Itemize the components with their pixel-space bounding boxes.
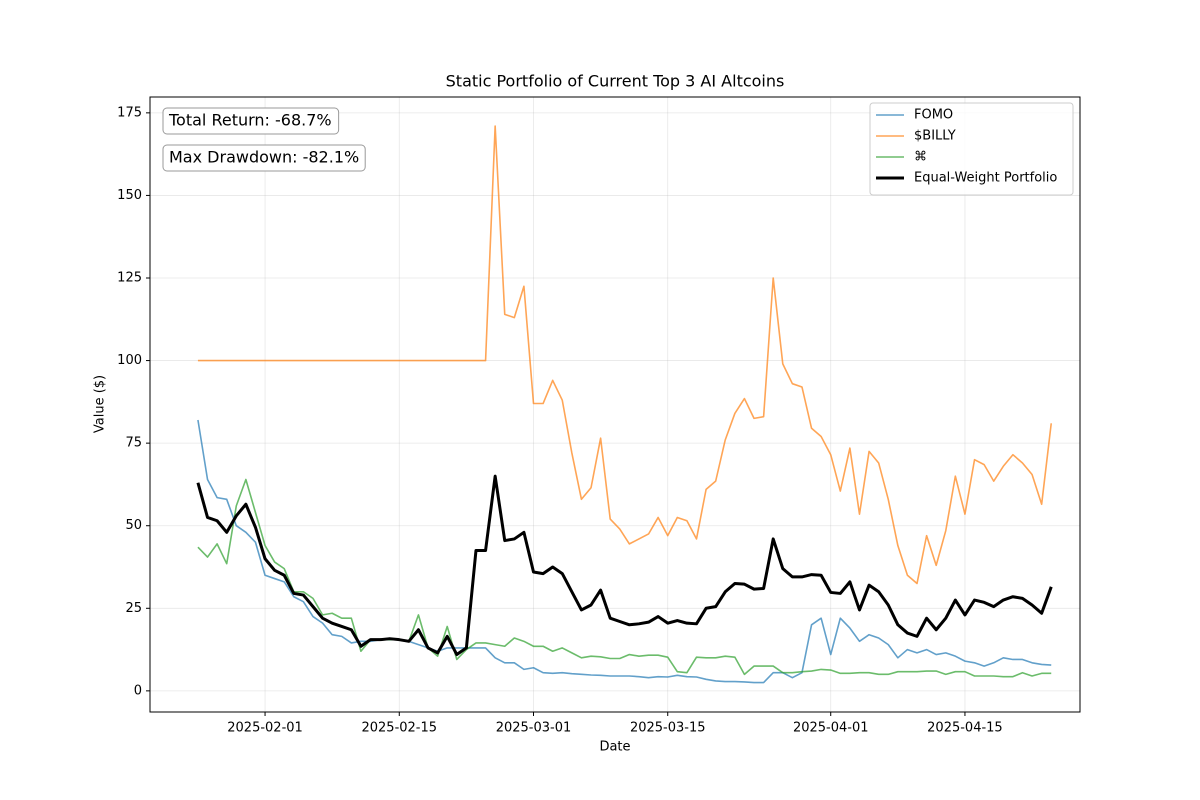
annotation-box — [162, 144, 366, 172]
x-axis-label: Date — [599, 740, 630, 755]
y-tick-label: 175 — [117, 105, 142, 120]
series-line — [197, 478, 1052, 678]
legend-label: $BILLY — [914, 129, 956, 144]
legend-label: Equal-Weight Portfolio — [914, 171, 1057, 186]
legend-label: FOMO — [914, 108, 953, 123]
y-tick-label: 125 — [117, 270, 142, 285]
legend: FOMO $BILLY ⌘ Equal-Weight Portfolio — [869, 102, 1074, 196]
y-tick-label: 50 — [125, 518, 142, 533]
series-line — [196, 474, 1053, 657]
x-tick-label: 2025-02-15 — [361, 721, 437, 736]
series-line — [197, 125, 1053, 585]
annotation: Max Drawdown: -82.1% — [169, 148, 359, 167]
y-tick-label: 75 — [125, 436, 142, 451]
legend-label: ⌘ — [914, 150, 927, 165]
x-tick-label: 2025-04-01 — [793, 721, 869, 736]
annotation-box — [162, 107, 340, 135]
y-tick-label: 150 — [117, 188, 142, 203]
x-tick-label: 2025-03-01 — [496, 721, 572, 736]
chart-title: Static Portfolio of Current Top 3 AI Alt… — [446, 72, 785, 91]
legend-box — [869, 102, 1074, 196]
y-tick-label: 0 — [134, 683, 142, 698]
y-tick-label: 25 — [125, 601, 142, 616]
x-tick-label: 2025-03-15 — [630, 721, 706, 736]
x-tick-label: 2025-04-15 — [927, 721, 1003, 736]
series-line — [197, 419, 1052, 684]
x-tick-label: 2025-02-01 — [227, 721, 303, 736]
annotation: Total Return: -68.7% — [168, 111, 332, 130]
plot-frame — [149, 96, 1081, 713]
y-axis-label: Value ($) — [93, 375, 108, 433]
y-tick-label: 100 — [117, 353, 142, 368]
